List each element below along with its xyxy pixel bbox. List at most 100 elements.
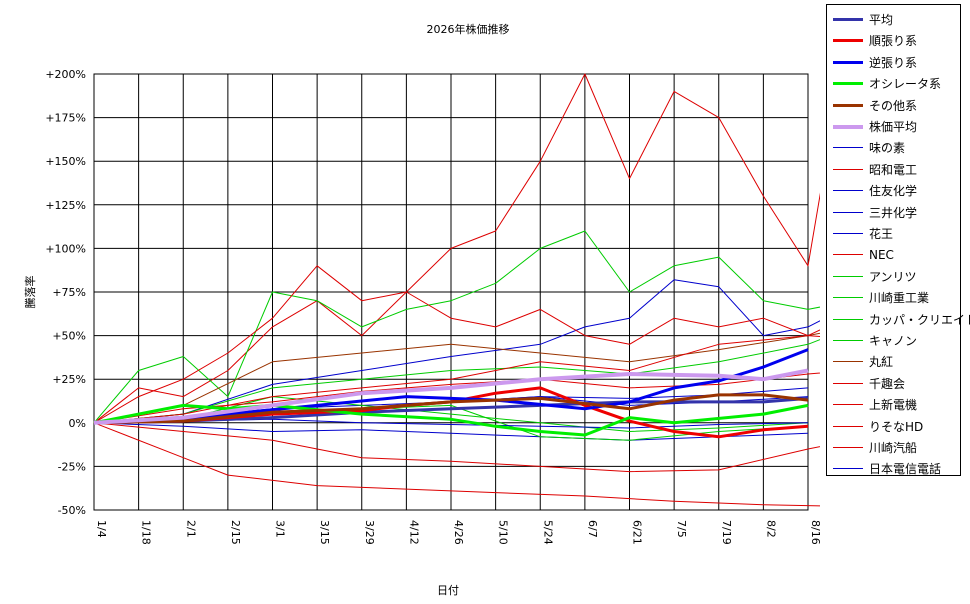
legend-item: りそなHD [833, 416, 923, 437]
legend-swatch [833, 468, 863, 470]
legend-item: 日本電信電話 [833, 458, 941, 479]
series-line [93, 279, 820, 424]
legend-label: 千趣会 [869, 376, 906, 391]
legend-label: 丸紅 [869, 355, 894, 370]
series-line [93, 348, 809, 425]
legend-item: 株価平均 [833, 116, 917, 137]
legend-swatch [833, 425, 863, 427]
legend-item: 川崎重工業 [833, 287, 929, 308]
legend-swatch [833, 18, 863, 21]
x-tick-label: 1/18 [140, 520, 153, 545]
y-tick-label: +200% [45, 68, 86, 81]
legend-swatch [833, 190, 863, 192]
x-tick-label: 5/24 [541, 520, 554, 545]
legend-label: オシレータ系 [869, 77, 942, 92]
legend: 平均順張り系逆張り系オシレータ系 その他系株価平均味の素昭和電工住友化学三井化学花… [826, 4, 970, 479]
y-axis-label: 騰落率 [23, 276, 37, 309]
legend-label: 川崎汽船 [869, 441, 918, 455]
legend-label: 日本電信電話 [869, 462, 942, 477]
series-line [93, 339, 820, 424]
legend-swatch [833, 147, 863, 149]
x-tick-label: 3/1 [274, 520, 287, 538]
legend-swatch [833, 340, 863, 341]
x-tick-label: 4/12 [407, 520, 420, 545]
series-line [93, 393, 809, 425]
x-tick-label: 6/21 [631, 520, 644, 545]
y-tick-label: +175% [45, 112, 86, 125]
series-line [93, 422, 820, 473]
x-tick-label: 2/1 [184, 520, 197, 538]
x-tick-label: 8/16 [809, 520, 820, 545]
series-line [93, 422, 820, 507]
legend-swatch [833, 233, 863, 234]
line-chart: 2026年株価推移 +200%+175%+150%+125%+100%+75%+… [23, 22, 820, 597]
x-tick-label: 5/10 [497, 520, 510, 545]
legend-swatch [833, 211, 863, 213]
x-tick-label: 6/7 [586, 520, 599, 538]
x-tick-label: 3/29 [363, 520, 376, 545]
y-tick-label: 0% [69, 417, 86, 430]
legend-label: キャノン [869, 334, 918, 348]
series-line [93, 265, 820, 424]
legend-item: NEC [833, 244, 894, 265]
legend-swatch [833, 297, 863, 299]
legend-item: 平均 [833, 9, 893, 30]
series-line [93, 422, 809, 441]
series-line [93, 386, 809, 439]
legend-item: 昭和電工 [833, 159, 917, 180]
x-tick-label: 7/19 [720, 520, 733, 545]
y-tick-label: +100% [45, 242, 86, 255]
series-line [93, 335, 820, 424]
legend-label: 花王 [869, 227, 894, 241]
y-tick-label: -25% [58, 460, 86, 473]
y-tick-label: +125% [45, 199, 86, 212]
series-line [93, 73, 820, 424]
legend-item: 順張り系 [833, 30, 917, 51]
legend-label: 三井化学 [869, 205, 918, 220]
x-tick-label: 2/15 [229, 520, 242, 545]
legend-label: 上新電機 [869, 398, 918, 413]
legend-item: 花王 [833, 223, 893, 244]
legend-label: その他系 [869, 98, 918, 113]
y-tick-label: -50% [58, 504, 86, 517]
legend-item: 上新電機 [833, 394, 917, 415]
series-line [93, 403, 809, 437]
legend-swatch [833, 60, 863, 64]
x-axis-ticks: 1/4 1/18 2/1 2/15 3/1 3/15 3/29 4/12 4/26 5/10 5/2… [95, 520, 820, 545]
series-line [93, 230, 820, 424]
x-tick-label: 1/4 [95, 520, 108, 538]
legend-label: アンリツ [869, 269, 917, 284]
legend-label: 住友化学 [869, 184, 918, 199]
y-tick-label: +150% [45, 155, 86, 168]
legend-swatch [833, 404, 863, 406]
legend-item: アンリツ [833, 266, 917, 287]
x-tick-label: 3/15 [318, 520, 331, 545]
y-axis-ticks: +200% +175% +150% +125% +100% +75% +50% +25% 0% -… [45, 68, 86, 517]
legend-label: 味の素 [869, 141, 906, 156]
x-tick-label: 8/2 [764, 520, 777, 538]
legend-item: 三井化学 [833, 202, 917, 223]
legend-item: キャノン [833, 330, 917, 351]
legend-swatch [833, 168, 863, 170]
legend-item: 川崎汽船 [833, 437, 917, 458]
y-tick-label: +25% [52, 373, 86, 386]
x-tick-label: 4/26 [452, 520, 465, 545]
legend-label: 逆張り系 [869, 55, 918, 70]
legend-label: 川崎重工業 [869, 291, 930, 306]
legend-item: その他系 [833, 95, 917, 116]
chart-title: 2026年株価推移 [427, 22, 510, 36]
legend-swatch [833, 124, 863, 129]
legend-label: 順張り系 [869, 34, 918, 49]
legend-label: 株価平均 [869, 120, 918, 134]
legend-swatch [833, 275, 863, 277]
legend-item: 逆張り系 [833, 52, 917, 73]
legend-swatch [833, 82, 863, 86]
series-line [93, 396, 809, 425]
legend-swatch [833, 318, 863, 320]
legend-swatch [833, 447, 863, 448]
legend-item: 住友化学 [833, 180, 917, 201]
y-tick-label: +50% [52, 330, 86, 343]
legend-swatch [833, 382, 863, 384]
legend-item: カッパ・クリエイト [833, 309, 970, 330]
